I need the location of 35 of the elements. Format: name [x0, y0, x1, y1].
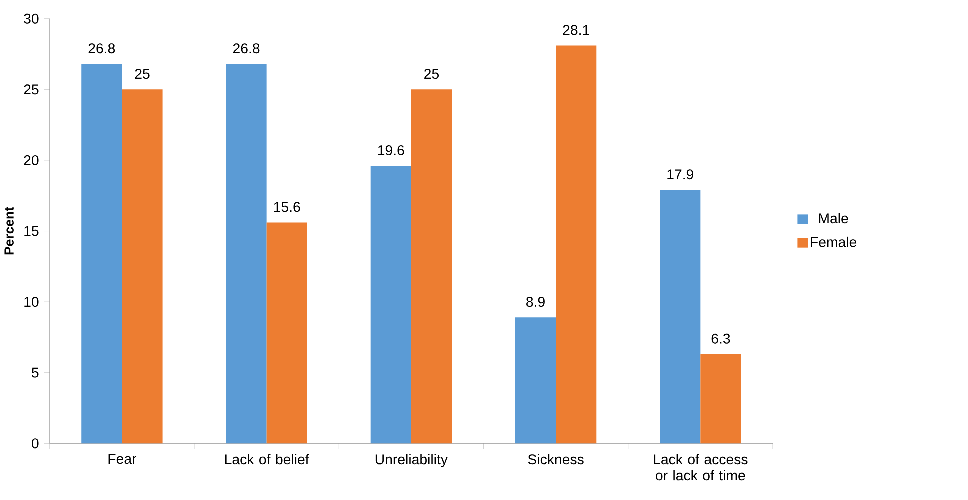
bar — [411, 90, 452, 444]
bar — [700, 354, 742, 444]
x-tick-label: Lack of belief — [225, 454, 310, 464]
data-label: 8.9 — [526, 296, 545, 307]
y-tick-label: 0 — [32, 438, 39, 449]
x-tick-label: Fear — [108, 454, 137, 464]
legend-label: Male — [819, 213, 848, 224]
y-tick-label: 20 — [24, 155, 39, 166]
bar — [370, 166, 412, 444]
data-label: 28.1 — [563, 25, 590, 36]
data-label: 17.9 — [668, 169, 694, 180]
data-label: 25 — [424, 68, 440, 79]
bar — [266, 222, 308, 444]
y-tick-label: 5 — [32, 368, 39, 378]
bar — [82, 64, 122, 444]
x-tick-label: Sickness — [528, 454, 584, 464]
y-tick-label: 30 — [24, 14, 39, 24]
legend-label: Female — [811, 236, 857, 248]
bar — [515, 318, 556, 444]
data-label: 25 — [135, 68, 150, 79]
y-tick-label: 10 — [24, 296, 39, 307]
data-label: 19.6 — [378, 145, 404, 156]
data-label: 26.8 — [233, 43, 260, 54]
bar — [556, 46, 597, 444]
x-tick-label: Unreliability — [376, 454, 448, 468]
y-tick-label: 25 — [24, 84, 39, 95]
bar — [660, 190, 701, 444]
data-label: 6.3 — [712, 334, 730, 344]
data-label: 26.8 — [88, 43, 116, 54]
y-axis-title: Percent — [4, 207, 14, 254]
y-tick-label: 15 — [24, 226, 39, 236]
bar — [122, 90, 163, 444]
x-tick-label: Lack of access or lack of time — [654, 454, 748, 481]
data-label: 15.6 — [274, 202, 300, 212]
bar — [226, 64, 267, 444]
